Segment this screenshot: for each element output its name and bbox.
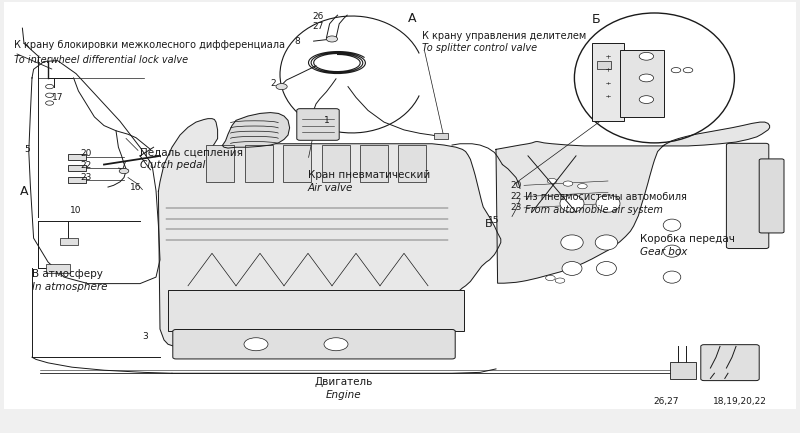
Text: 1: 1 (324, 116, 330, 125)
Ellipse shape (595, 235, 618, 250)
Circle shape (563, 181, 573, 186)
Text: Clutch pedal: Clutch pedal (140, 160, 206, 171)
Ellipse shape (663, 245, 681, 257)
Text: 10: 10 (70, 206, 82, 214)
Bar (620, 50, 664, 117)
Text: 26,27: 26,27 (654, 397, 679, 406)
Text: Педаль сцепления: Педаль сцепления (140, 147, 243, 158)
Circle shape (546, 275, 555, 281)
Text: 8: 8 (294, 37, 300, 45)
Ellipse shape (560, 195, 584, 212)
FancyBboxPatch shape (173, 330, 455, 359)
FancyBboxPatch shape (283, 145, 311, 182)
Circle shape (671, 68, 681, 73)
Text: 22: 22 (80, 161, 91, 170)
Text: Engine: Engine (326, 390, 362, 400)
Text: 17: 17 (52, 93, 63, 102)
FancyBboxPatch shape (322, 145, 350, 182)
Ellipse shape (663, 219, 681, 231)
Text: 20: 20 (80, 149, 91, 158)
Circle shape (119, 168, 129, 174)
Text: 18,19,20,22: 18,19,20,22 (713, 397, 767, 406)
FancyBboxPatch shape (297, 109, 339, 140)
Text: 7: 7 (120, 161, 126, 170)
Text: 20: 20 (510, 181, 522, 190)
Circle shape (326, 36, 338, 42)
Bar (592, 43, 624, 121)
Bar (60, 238, 78, 245)
Text: 5: 5 (24, 145, 30, 154)
Text: To splitter control valve: To splitter control valve (422, 43, 538, 54)
Text: 26: 26 (312, 12, 323, 21)
Text: 23: 23 (510, 204, 522, 212)
Circle shape (639, 74, 654, 82)
Circle shape (683, 68, 693, 73)
Text: 27: 27 (312, 23, 323, 31)
Polygon shape (222, 113, 290, 148)
Text: 15: 15 (488, 216, 499, 225)
Circle shape (244, 338, 268, 351)
Polygon shape (158, 119, 501, 346)
Text: Из пневмосистемы автомобиля: Из пневмосистемы автомобиля (525, 192, 686, 202)
Circle shape (578, 184, 587, 189)
Text: 3: 3 (142, 333, 148, 341)
Ellipse shape (596, 262, 616, 275)
Polygon shape (496, 122, 770, 283)
Text: Gear box: Gear box (640, 247, 687, 257)
FancyBboxPatch shape (759, 159, 784, 233)
FancyBboxPatch shape (360, 145, 388, 182)
Text: In atmosphere: In atmosphere (32, 281, 107, 292)
FancyBboxPatch shape (168, 290, 464, 331)
Text: Air valve: Air valve (308, 183, 354, 194)
Bar (46, 264, 70, 273)
FancyBboxPatch shape (245, 145, 273, 182)
FancyBboxPatch shape (726, 143, 769, 249)
Text: A: A (408, 12, 417, 25)
Circle shape (46, 93, 54, 97)
Text: К крану управления делителем: К крану управления делителем (422, 30, 586, 41)
Circle shape (46, 84, 54, 89)
Ellipse shape (562, 262, 582, 275)
Bar (434, 133, 448, 139)
Text: Двигатель: Двигатель (315, 377, 373, 387)
FancyBboxPatch shape (4, 2, 796, 409)
Bar (68, 177, 86, 183)
Text: To interwheel differential lock valve: To interwheel differential lock valve (14, 55, 189, 65)
Text: 16: 16 (130, 183, 141, 191)
Text: 22: 22 (510, 192, 522, 201)
Text: В атмосферу: В атмосферу (32, 268, 103, 279)
FancyBboxPatch shape (206, 145, 234, 182)
Ellipse shape (663, 271, 681, 283)
Circle shape (324, 338, 348, 351)
Circle shape (639, 52, 654, 60)
Circle shape (547, 178, 557, 184)
Bar (670, 362, 696, 379)
Bar (68, 165, 86, 171)
Text: Б: Б (592, 13, 601, 26)
Circle shape (46, 101, 54, 105)
Circle shape (639, 96, 654, 103)
Bar (597, 61, 611, 69)
Ellipse shape (596, 195, 620, 212)
FancyBboxPatch shape (701, 345, 759, 381)
Text: 2: 2 (270, 79, 276, 87)
Ellipse shape (574, 13, 734, 143)
Text: Б: Б (485, 219, 493, 229)
Text: A: A (20, 185, 29, 198)
FancyBboxPatch shape (398, 145, 426, 182)
Text: Кран пневматический: Кран пневматический (308, 170, 430, 181)
Circle shape (555, 278, 565, 283)
Text: Коробка передач: Коробка передач (640, 234, 735, 244)
Bar (68, 154, 86, 160)
Text: К крану блокировки межколесного дифференциала: К крану блокировки межколесного дифферен… (14, 40, 286, 51)
Ellipse shape (561, 235, 583, 250)
Text: From automobile air system: From automobile air system (525, 205, 662, 215)
Circle shape (276, 84, 287, 90)
Text: 23: 23 (80, 173, 91, 182)
